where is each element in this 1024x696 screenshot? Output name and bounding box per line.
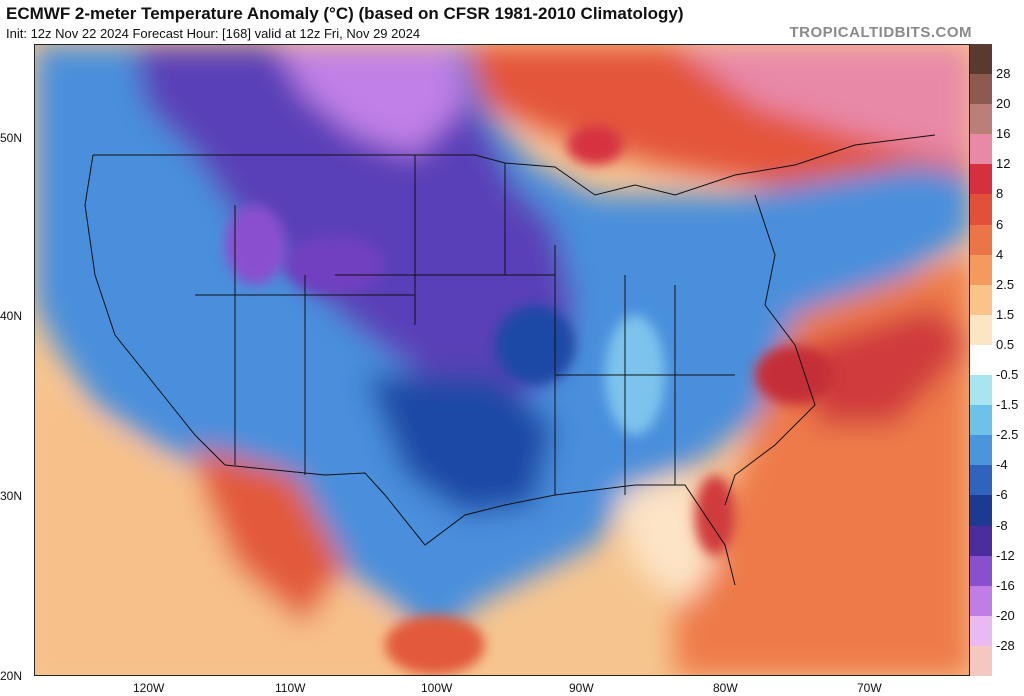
colorbar-swatch bbox=[970, 405, 992, 436]
colorbar-label: -6 bbox=[996, 487, 1008, 503]
colorbar-label: -28 bbox=[996, 637, 1015, 653]
colorbar-label: -4 bbox=[996, 457, 1008, 473]
colorbar-label: -2.5 bbox=[996, 427, 1019, 443]
colorbar-swatch bbox=[970, 525, 992, 556]
lon-label-110w: 110W bbox=[275, 681, 306, 695]
lat-label-30n: 30N bbox=[0, 489, 23, 503]
colorbar-swatch bbox=[970, 314, 992, 345]
colorbar-swatch bbox=[970, 164, 992, 195]
colorbar-swatch bbox=[970, 465, 992, 496]
lon-label-80w: 80W bbox=[713, 681, 738, 695]
colorbar-label: 12 bbox=[996, 156, 1011, 172]
colorbar-swatch bbox=[970, 284, 992, 315]
colorbar-label: 2.5 bbox=[996, 276, 1015, 292]
map-subtitle: Init: 12z Nov 22 2024 Forecast Hour: [16… bbox=[6, 26, 421, 41]
political-boundaries bbox=[84, 134, 936, 586]
colorbar-label: -16 bbox=[996, 577, 1015, 593]
lat-label-50n: 50N bbox=[0, 131, 23, 145]
colorbar-label: -20 bbox=[996, 607, 1015, 623]
site-credit: TROPICALTIDBITS.COM bbox=[789, 24, 972, 41]
colorbar-swatch bbox=[970, 645, 992, 676]
lon-label-70w: 70W bbox=[857, 681, 882, 695]
colorbar-label: 1.5 bbox=[996, 306, 1015, 322]
colorbar-swatch bbox=[970, 104, 992, 135]
colorbar-swatch bbox=[970, 134, 992, 165]
colorbar-label: 16 bbox=[996, 126, 1011, 142]
anomaly-map bbox=[34, 44, 970, 676]
map-title: ECMWF 2-meter Temperature Anomaly (°C) (… bbox=[6, 4, 684, 23]
colorbar-label: 4 bbox=[996, 246, 1004, 262]
colorbar-label: -8 bbox=[996, 517, 1008, 533]
colorbar-swatch bbox=[970, 615, 992, 646]
colorbar-label: -12 bbox=[996, 547, 1015, 563]
colorbar-label: -0.5 bbox=[996, 367, 1019, 383]
colorbar-swatch bbox=[970, 224, 992, 255]
colorbar-swatch bbox=[970, 555, 992, 586]
colorbar-swatch bbox=[970, 435, 992, 466]
lon-label-120w: 120W bbox=[133, 681, 165, 695]
anomaly-field bbox=[35, 45, 969, 675]
anomaly-detail bbox=[225, 125, 835, 675]
colorbar-label: 0.5 bbox=[996, 336, 1015, 352]
colorbar bbox=[970, 44, 992, 676]
colorbar-swatch bbox=[970, 44, 992, 75]
colorbar-swatch bbox=[970, 74, 992, 105]
colorbar-swatch bbox=[970, 254, 992, 285]
colorbar-label: 6 bbox=[996, 216, 1004, 232]
lon-label-100w: 100W bbox=[421, 681, 453, 695]
colorbar-swatch bbox=[970, 344, 992, 376]
lat-label-20n: 20N bbox=[0, 669, 23, 683]
colorbar-swatch bbox=[970, 194, 992, 225]
colorbar-label: 20 bbox=[996, 96, 1011, 112]
colorbar-label: 8 bbox=[996, 186, 1004, 202]
colorbar-label: 28 bbox=[996, 66, 1011, 82]
lat-label-40n: 40N bbox=[0, 309, 23, 323]
colorbar-swatch bbox=[970, 375, 992, 406]
colorbar-swatch bbox=[970, 585, 992, 616]
colorbar-label: -1.5 bbox=[996, 397, 1019, 413]
colorbar-swatch bbox=[970, 495, 992, 526]
lon-label-90w: 90W bbox=[569, 681, 594, 695]
